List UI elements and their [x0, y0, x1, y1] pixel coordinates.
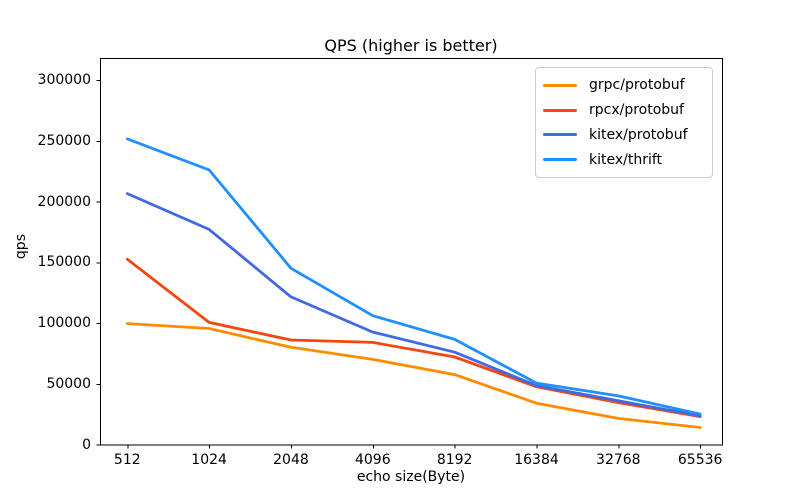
y-tick-label: 150000: [37, 254, 91, 271]
x-tick-label: 32768: [596, 452, 641, 468]
y-tick-label: 250000: [37, 132, 91, 149]
y-tick-label: 200000: [37, 193, 91, 210]
legend-item: kitex/protobuf: [536, 123, 712, 148]
x-tick-label: 8192: [436, 452, 473, 468]
plot-area-border: [100, 58, 723, 446]
legend-label: kitex/thrift: [589, 151, 663, 168]
series-line-rpcx-protobuf: [125, 257, 702, 419]
y-tick-label: 100000: [37, 315, 91, 331]
y-axis-label: qps: [13, 234, 29, 260]
x-tick-label: 16384: [514, 452, 559, 468]
chart-title: QPS (higher is better): [324, 36, 498, 55]
series-line-kitex-thrift: [125, 137, 702, 416]
x-tick-label: 512: [113, 452, 141, 468]
series-line-kitex-protobuf: [125, 192, 702, 418]
legend-label: rpcx/protobuf: [589, 102, 684, 119]
legend-item: kitex/thrift: [536, 147, 712, 172]
legend-line-swatch: [543, 83, 577, 87]
legend-label: grpc/protobuf: [589, 77, 685, 94]
x-tick-label: 2048: [273, 452, 309, 468]
legend-label: kitex/protobuf: [589, 126, 688, 143]
series-line-grpc-protobuf: [125, 322, 702, 429]
legend-item: grpc/protobuf: [536, 73, 712, 98]
x-tick-label: 1024: [191, 452, 227, 468]
y-tick-label: 50000: [46, 375, 91, 392]
x-tick-label: 65536: [677, 452, 723, 468]
y-tick-label: 0: [82, 436, 91, 453]
legend-line-swatch: [543, 158, 577, 162]
legend-line-swatch: [543, 133, 577, 137]
legend: grpc/protobuf rpcx/protobuf kitex/protobuf…: [535, 67, 713, 178]
legend-line-swatch: [543, 108, 577, 112]
legend-item: rpcx/protobuf: [536, 98, 712, 123]
y-tick-label: 300000: [37, 72, 91, 88]
x-axis-label: echo size(Byte): [356, 469, 466, 485]
x-tick-label: 4096: [354, 452, 391, 468]
